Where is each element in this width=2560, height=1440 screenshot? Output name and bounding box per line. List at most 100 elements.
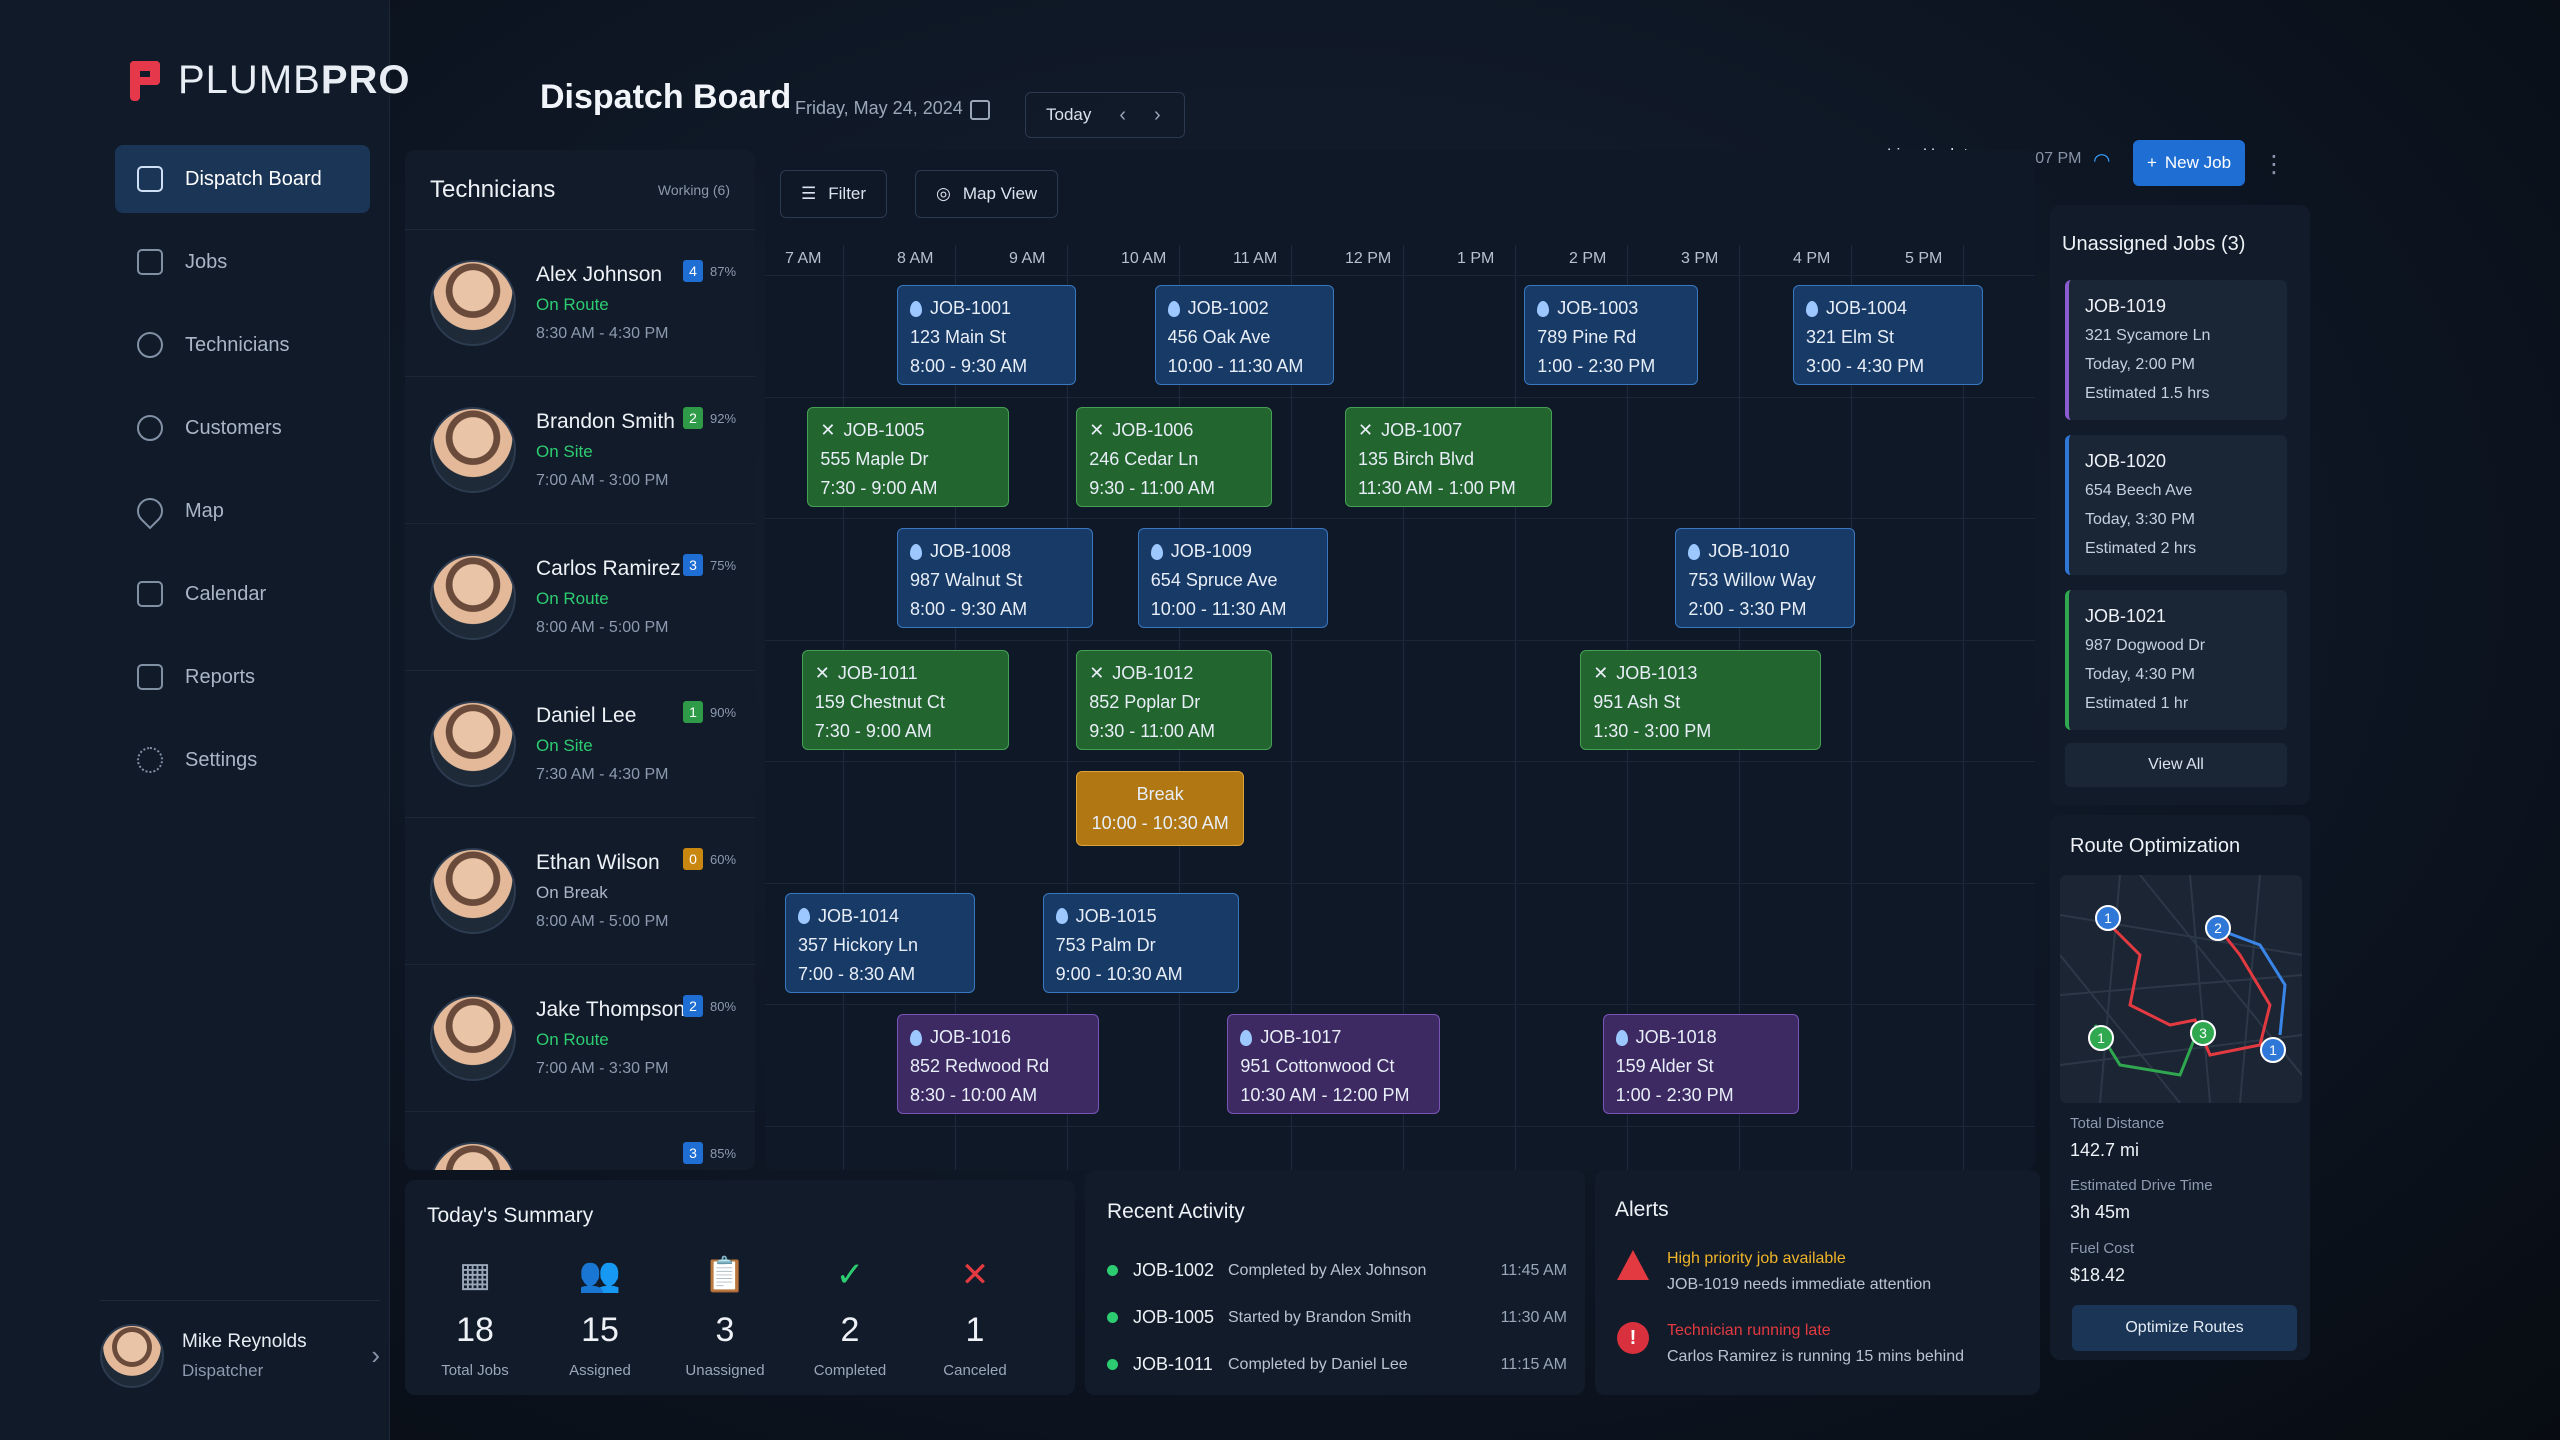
job-id-text: JOB-1010 [1708, 541, 1790, 561]
unassigned-jobs-panel: Unassigned Jobs (3) JOB-1019 321 Sycamore… [2050, 205, 2310, 805]
activity-time: 11:30 AM [1500, 1308, 1567, 1326]
hour-label: 2 PM [1569, 250, 1607, 267]
job-id: JOB-1003 [1537, 294, 1685, 323]
technician-name: Carlos Ramirez [536, 557, 681, 580]
water-drop-icon [1615, 1029, 1628, 1046]
sidebar-item-reports[interactable]: Reports [115, 643, 370, 711]
activity-item[interactable]: JOB-1002 Completed by Alex Johnson 11:45 A… [1107, 1260, 1567, 1281]
job-card[interactable]: JOB-1015 753 Palm Dr 9:00 - 10:30 AM [1042, 892, 1239, 993]
job-id-text: JOB-1009 [1170, 541, 1252, 561]
job-card[interactable]: JOB-1014 357 Hickory Ln 7:00 - 8:30 AM [785, 892, 976, 993]
activity-item[interactable]: JOB-1005 Started by Brandon Smith 11:30 AM [1107, 1307, 1567, 1328]
route-map[interactable]: 1 2 1 3 1 [2060, 875, 2302, 1103]
alert-icon: ! [1617, 1322, 1649, 1354]
sidebar-item-customers[interactable]: Customers [115, 394, 370, 462]
utilization-percent: 90% [710, 705, 737, 720]
job-id-text: JOB-1014 [818, 905, 900, 926]
job-address: 357 Hickory Ln [798, 934, 919, 955]
activity-title: Recent Activity [1107, 1200, 1245, 1223]
water-drop-icon [1167, 300, 1180, 317]
job-card[interactable]: ✕ JOB-1012 852 Poplar Dr 9:30 - 11:00 AM [1076, 649, 1273, 750]
route-marker[interactable]: 1 [2088, 1025, 2114, 1051]
unassigned-job-card[interactable]: JOB-1020 654 Beech Ave Today, 3:30 PM Estim… [2065, 435, 2287, 575]
job-when: Today, 2:00 PM [2085, 356, 2195, 373]
avatar [430, 554, 516, 640]
filter-label: Filter [828, 184, 867, 203]
job-card[interactable]: JOB-1009 654 Spruce Ave 10:00 - 11:30 AM [1137, 528, 1329, 628]
unassigned-job-card[interactable]: JOB-1019 321 Sycamore Ln Today, 2:00 PM Est… [2065, 280, 2287, 420]
wifi-icon: ◠ [2093, 150, 2111, 172]
technician-row[interactable]: Alex Johnson On Route 8:30 AM - 4:30 PM 4 87… [405, 230, 755, 377]
stat-value: 3 [715, 1311, 735, 1349]
technician-hours: 7:00 AM - 3:30 PM [536, 1060, 669, 1077]
more-menu-icon[interactable]: ⋮ [2262, 151, 2286, 178]
job-id-text: JOB-1018 [1635, 1027, 1717, 1047]
job-card[interactable]: ✕ JOB-1013 951 Ash St 1:30 - 3:00 PM [1580, 649, 1821, 750]
job-count-badge: 1 [683, 701, 703, 723]
new-job-button[interactable]: + New Job [2133, 140, 2245, 186]
job-card[interactable]: JOB-1003 789 Pine Rd 1:00 - 2:30 PM [1524, 285, 1698, 385]
sidebar-item-map[interactable]: Map [115, 477, 370, 545]
board-icon [137, 166, 163, 192]
brand-logo[interactable]: PLUMBPRO [130, 58, 411, 103]
job-card[interactable]: ✕ JOB-1005 555 Maple Dr 7:30 - 9:00 AM [807, 406, 1009, 507]
user-profile[interactable]: Mike Reynolds Dispatcher › [100, 1300, 380, 1400]
drive-time-label: Estimated Drive Time [2070, 1177, 2213, 1194]
job-card[interactable]: JOB-1010 753 Willow Way 2:00 - 3:30 PM [1675, 528, 1855, 628]
sidebar-item-settings[interactable]: Settings [115, 726, 370, 794]
technician-row[interactable]: Ethan Wilson On Break 8:00 AM - 5:00 PM 0 60… [405, 818, 755, 965]
sidebar-item-dispatch-board[interactable]: Dispatch Board [115, 145, 370, 213]
technician-row[interactable]: Jake Thompson On Route 7:00 AM - 3:30 PM 2 8… [405, 965, 755, 1112]
unassigned-job-card[interactable]: JOB-1021 987 Dogwood Dr Today, 4:30 PM Esti… [2065, 590, 2287, 730]
route-marker[interactable]: 1 [2260, 1037, 2286, 1063]
route-marker[interactable]: 3 [2190, 1020, 2216, 1046]
technician-row[interactable]: Daniel Lee On Site 7:30 AM - 4:30 PM 1 90% [405, 671, 755, 818]
map-view-button[interactable]: ◎ Map View [915, 170, 1059, 218]
summary-stat: ▦ 18 Total Jobs [420, 1255, 530, 1379]
summary-stat: 👥 15 Assigned [545, 1255, 655, 1379]
optimize-routes-button[interactable]: Optimize Routes [2072, 1305, 2297, 1351]
job-card[interactable]: JOB-1018 159 Alder St 1:00 - 2:30 PM [1602, 1014, 1799, 1114]
alert-item[interactable]: ! Technician running late Carlos Ramirez i… [1617, 1322, 1964, 1366]
job-card[interactable]: JOB-1008 987 Walnut St 8:00 - 9:30 AM [897, 528, 1093, 628]
alert-item[interactable]: High priority job available JOB-1019 need… [1617, 1250, 1931, 1294]
route-marker[interactable]: 2 [2205, 915, 2231, 941]
stat-label: Total Jobs [441, 1362, 509, 1379]
activity-item[interactable]: JOB-1011 Completed by Daniel Lee 11:15 AM [1107, 1354, 1567, 1375]
job-card[interactable]: JOB-1002 456 Oak Ave 10:00 - 11:30 AM [1154, 285, 1334, 385]
chevron-right-icon[interactable]: › [371, 1340, 380, 1370]
job-card[interactable]: JOB-1001 123 Main St 8:00 - 9:30 AM [897, 285, 1077, 385]
route-marker[interactable]: 1 [2095, 905, 2121, 931]
today-button[interactable]: Today [1046, 105, 1092, 124]
job-card[interactable]: ✕ JOB-1011 159 Chestnut Ct 7:30 - 9:00 AM [801, 649, 1009, 750]
sidebar-item-label: Customers [185, 416, 282, 439]
alert-body: Carlos Ramirez is running 15 mins behind [1667, 1348, 1965, 1365]
job-card[interactable]: ✕ JOB-1006 246 Cedar Ln 9:30 - 11:00 AM [1076, 406, 1273, 507]
technician-row[interactable]: Brandon Smith On Site 7:00 AM - 3:00 PM 2 92… [405, 377, 755, 524]
job-id: Break [1089, 780, 1231, 809]
chevron-right-icon[interactable]: › [1154, 103, 1161, 126]
sidebar-item-calendar[interactable]: Calendar [115, 560, 370, 628]
tools-icon: ✕ [820, 419, 836, 440]
hour-label: 11 AM [1233, 250, 1278, 267]
job-card[interactable]: ✕ JOB-1007 135 Birch Blvd 11:30 AM - 1:00 P… [1345, 406, 1553, 507]
job-time: 7:30 - 9:00 AM [814, 720, 932, 741]
technician-name: Jake Thompson [536, 998, 686, 1021]
filter-button[interactable]: ☰ Filter [780, 170, 888, 218]
job-card[interactable]: JOB-1004 321 Elm St 3:00 - 4:30 PM [1793, 285, 1984, 385]
job-id-text: JOB-1016 [930, 1027, 1012, 1047]
job-card[interactable]: JOB-1017 951 Cottonwood Ct 10:30 AM - 12:0… [1227, 1014, 1441, 1114]
sidebar-item-jobs[interactable]: Jobs [115, 228, 370, 296]
sidebar-item-technicians[interactable]: Technicians [115, 311, 370, 379]
avatar [430, 701, 516, 787]
technician-row[interactable]: Carlos Ramirez On Route 8:00 AM - 5:00 PM 3… [405, 524, 755, 671]
break-block[interactable]: Break 10:00 - 10:30 AM [1076, 771, 1245, 846]
schedule-row-divider [765, 1125, 2035, 1127]
job-card[interactable]: JOB-1016 852 Redwood Rd 8:30 - 10:00 AM [897, 1014, 1099, 1114]
calendar-icon[interactable] [970, 100, 990, 120]
chevron-left-icon[interactable]: ‹ [1119, 103, 1127, 126]
view-all-button[interactable]: View All [2065, 743, 2287, 787]
working-count[interactable]: Working (6) [657, 181, 730, 198]
technician-row[interactable]: Kevin Moore 3 85% [405, 1112, 755, 1170]
avatar [430, 260, 516, 346]
